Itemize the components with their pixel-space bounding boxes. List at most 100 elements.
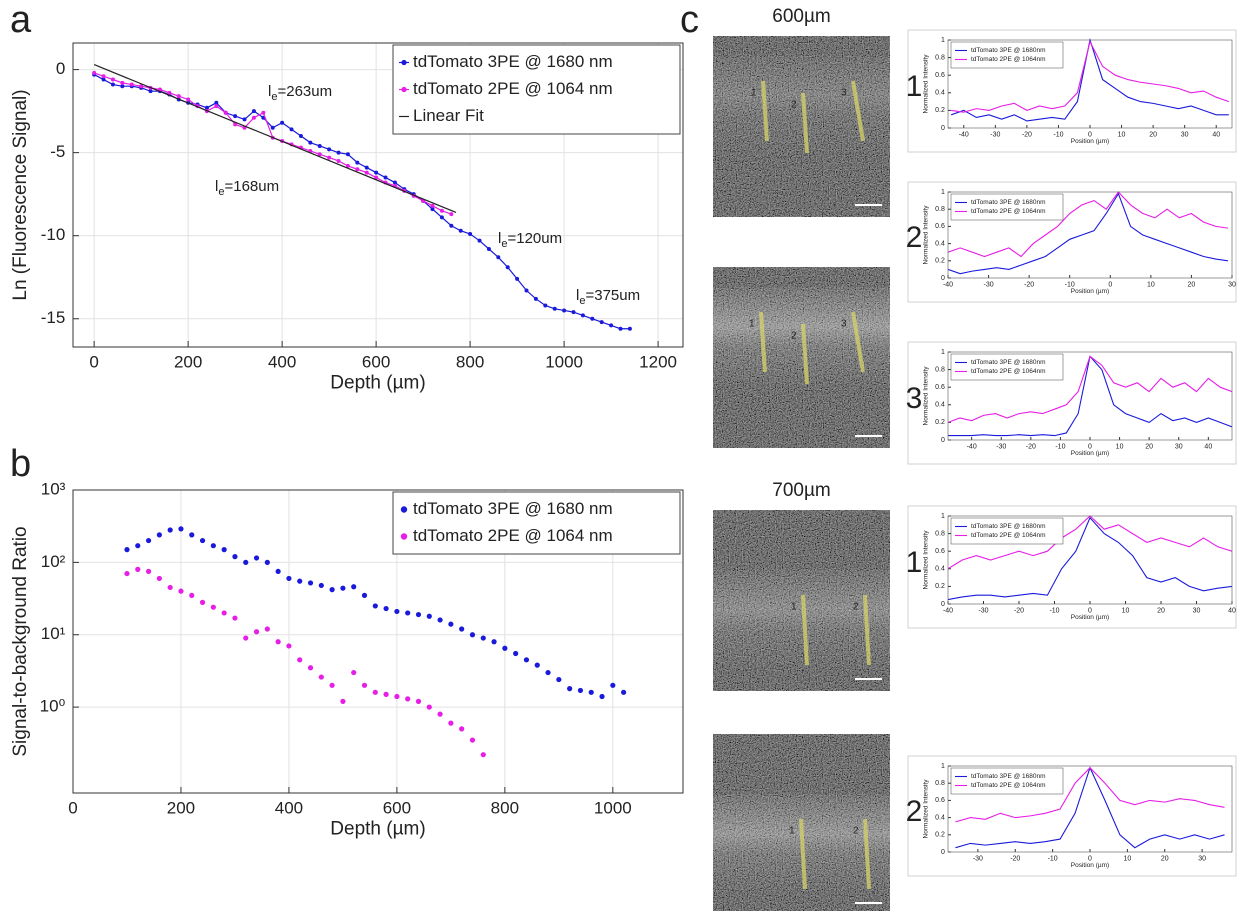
- data-layer: [124, 526, 627, 758]
- y-tick-label: 0.6: [935, 72, 945, 79]
- data-point: [580, 313, 585, 318]
- x-tick-label: 0: [1088, 855, 1092, 862]
- y-tick-label: 0: [941, 125, 945, 132]
- data-point: [426, 704, 432, 710]
- y-axis-label: Normalized Intensity: [923, 205, 930, 265]
- data-point: [253, 555, 260, 561]
- data-point: [308, 140, 313, 145]
- legend-box: [950, 767, 1064, 795]
- data-point: [242, 117, 247, 122]
- x-tick-label: -20: [1026, 443, 1036, 450]
- data-point: [156, 532, 162, 538]
- data-point: [552, 306, 557, 311]
- x-tick-label: 10: [1123, 855, 1131, 862]
- data-point: [567, 686, 573, 692]
- y-tick-label: 10³: [41, 479, 66, 498]
- x-tick-label: 0: [1088, 607, 1092, 614]
- y-tick-label: 0.2: [935, 107, 945, 114]
- data-point: [92, 70, 97, 75]
- x-tick-label: -30: [978, 607, 988, 614]
- data-point: [374, 175, 379, 180]
- x-axis-label: Depth (µm): [330, 372, 425, 393]
- data-point: [307, 580, 314, 586]
- data-point: [437, 711, 443, 717]
- roi-line: [761, 80, 769, 142]
- x-tick-label: 0: [89, 353, 98, 372]
- y-tick-label: 0.4: [935, 90, 945, 97]
- profile-label: 2: [906, 221, 923, 254]
- profile-label: 1: [906, 546, 923, 579]
- x-tick-label: -30: [996, 443, 1006, 450]
- data-point: [243, 559, 249, 565]
- data-point: [351, 669, 357, 676]
- data-point: [621, 689, 627, 695]
- data-point: [534, 662, 540, 668]
- legend-swatch: [400, 506, 408, 513]
- x-tick-label: 10: [1122, 607, 1130, 614]
- annotation: le=375um: [576, 287, 640, 307]
- data-point: [609, 323, 614, 328]
- data-point: [449, 223, 454, 228]
- data-layer: [948, 355, 1232, 437]
- data-point: [394, 693, 400, 700]
- data-point: [515, 276, 520, 281]
- data-point: [361, 592, 368, 598]
- x-axis-label: Position (µm): [1071, 450, 1109, 457]
- x-axis-label: Depth (µm): [330, 818, 425, 839]
- roi-label: 2: [853, 826, 859, 837]
- roi-label: 2: [791, 331, 797, 342]
- data-point: [545, 669, 551, 676]
- data-point: [336, 158, 341, 163]
- data-point: [264, 626, 270, 632]
- data-point: [286, 643, 292, 649]
- data-point: [618, 326, 623, 331]
- y-axis-label: Normalized Intensity: [923, 54, 930, 114]
- x-tick-label: 40: [1228, 607, 1236, 614]
- data-point: [297, 657, 303, 663]
- data-point: [251, 109, 256, 114]
- data-point: [275, 568, 281, 575]
- data-point: [556, 676, 562, 683]
- data-point: [439, 208, 444, 213]
- x-tick-label: 20: [1157, 607, 1165, 614]
- data-point: [430, 207, 435, 212]
- legend-box: [950, 517, 1064, 545]
- panel-label: a: [10, 0, 32, 41]
- profile-label: 1: [906, 70, 923, 103]
- roi-line: [851, 311, 865, 373]
- data-point: [502, 645, 508, 651]
- x-tick-label: 800: [491, 799, 519, 818]
- data-point: [129, 82, 134, 87]
- data-point: [145, 537, 152, 544]
- x-axis-label: Position (µm): [1071, 288, 1109, 295]
- y-tick-label: -15: [41, 308, 66, 327]
- data-point: [204, 105, 209, 110]
- data-point: [148, 89, 153, 94]
- data-point: [459, 726, 465, 732]
- data-point: [223, 110, 228, 115]
- data-point: [486, 246, 491, 251]
- data-point: [524, 288, 529, 293]
- chart-frame: [907, 341, 1237, 465]
- data-point: [458, 228, 463, 233]
- x-tick-label: 40: [1204, 443, 1212, 450]
- x-tick-label: -20: [1024, 281, 1034, 288]
- legend-label: tdTomato 3PE @ 1680nm: [971, 523, 1046, 530]
- y-tick-label: 0.6: [935, 384, 945, 391]
- data-point: [110, 77, 115, 82]
- roi-label: 1: [751, 88, 757, 99]
- legend-label: tdTomato 2PE @ 1064nm: [971, 56, 1046, 63]
- x-tick-label: 30: [1198, 855, 1206, 862]
- x-tick-label: 40: [1212, 131, 1220, 138]
- panel-label: c: [680, 0, 699, 41]
- data-point: [372, 603, 378, 609]
- data-point: [599, 693, 605, 700]
- data-point: [599, 320, 604, 325]
- x-tick-label: -40: [943, 607, 953, 614]
- x-tick-label: 10: [1118, 131, 1126, 138]
- chart-frame: [907, 29, 1237, 153]
- data-layer: [948, 191, 1229, 275]
- series-line: [948, 516, 1232, 601]
- data-point: [577, 687, 584, 694]
- data-point: [513, 650, 519, 657]
